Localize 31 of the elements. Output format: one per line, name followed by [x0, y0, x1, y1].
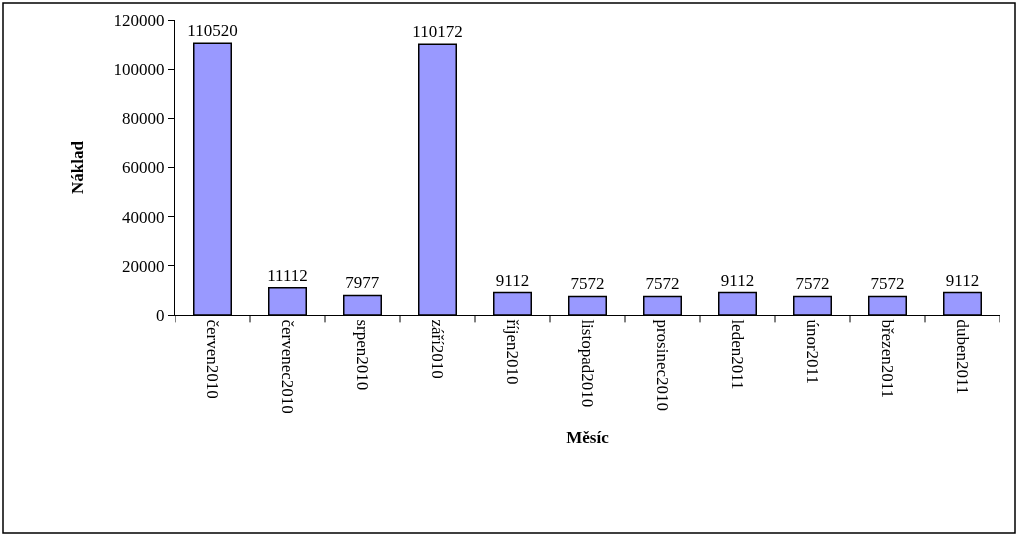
- x-tick-label: duben2011: [952, 319, 972, 395]
- x-tick-label: březen2011: [877, 319, 897, 399]
- y-tick-label: 40000: [122, 207, 165, 227]
- y-axis-title: Náklad: [68, 140, 88, 194]
- x-tick-label: prosinec2010: [652, 319, 672, 411]
- data-label: 7977: [345, 273, 380, 293]
- data-label: 7572: [645, 274, 680, 294]
- x-tick-label: únor2011: [802, 319, 822, 384]
- x-tick-label: červen2010: [202, 319, 222, 399]
- data-label: 9112: [720, 270, 755, 290]
- y-tick-label: 20000: [122, 256, 165, 276]
- x-tick-label: červenec2010: [277, 319, 297, 414]
- x-tick-label: srpen2010: [352, 319, 372, 391]
- data-label: 110520: [187, 21, 238, 41]
- x-tick-label: leden2011: [727, 319, 747, 390]
- data-label: 7572: [870, 274, 905, 294]
- data-label: 11112: [267, 265, 308, 285]
- y-tick-label: 120000: [113, 10, 165, 30]
- data-label: 7572: [795, 274, 830, 294]
- x-axis-title: Měsíc: [566, 428, 610, 448]
- data-label: 7572: [570, 274, 605, 294]
- x-tick-label: listopad2010: [577, 319, 597, 408]
- data-label: 110172: [412, 22, 463, 42]
- y-tick-label: 0: [156, 305, 165, 325]
- y-tick-label: 60000: [122, 158, 165, 178]
- data-label: 9112: [495, 270, 530, 290]
- data-label: 9112: [945, 270, 980, 290]
- x-tick-label: září2010: [427, 319, 447, 379]
- y-tick-label: 80000: [122, 109, 165, 129]
- y-tick-label: 100000: [113, 60, 165, 80]
- x-tick-label: říjen2010: [502, 319, 522, 385]
